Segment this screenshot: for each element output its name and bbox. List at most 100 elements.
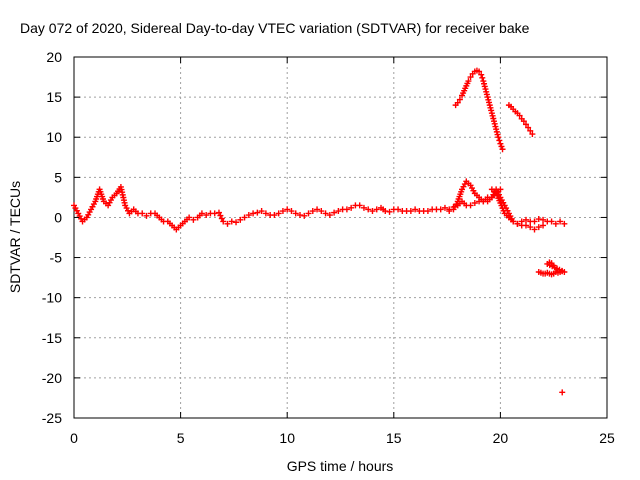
data-point: [233, 219, 240, 226]
data-point: [540, 216, 547, 223]
data-point: [531, 226, 538, 233]
data-point: [250, 210, 257, 217]
y-tick-label: 5: [54, 169, 62, 185]
data-point: [301, 212, 308, 219]
data-point: [322, 210, 329, 217]
data-point: [496, 137, 503, 144]
data-point: [456, 96, 463, 103]
y-tick-label: -10: [42, 290, 62, 306]
grid: [74, 57, 607, 418]
data-point: [356, 202, 363, 209]
data-point: [326, 212, 333, 219]
data-point: [479, 74, 486, 81]
data-point: [360, 204, 367, 211]
data-point: [220, 218, 227, 225]
data-point: [386, 208, 393, 215]
data-point: [305, 210, 312, 217]
data-point: [292, 210, 299, 217]
data-point: [535, 216, 542, 223]
series-main-band: [71, 183, 568, 233]
data-point: [520, 118, 527, 125]
data-point: [241, 214, 248, 221]
data-point: [186, 214, 193, 221]
data-point: [258, 208, 265, 215]
data-point: [365, 206, 372, 213]
y-tick-label: 0: [54, 209, 62, 225]
data-point: [190, 216, 197, 223]
data-point: [498, 143, 505, 150]
series-arc-mid: [505, 102, 536, 138]
series-arc-high: [452, 67, 506, 153]
data-point: [535, 224, 542, 231]
data-point: [211, 210, 218, 217]
data-point: [139, 210, 146, 217]
data-point: [314, 206, 321, 213]
y-tick-label: 10: [46, 129, 62, 145]
y-tick-label: -20: [42, 370, 62, 386]
data-point: [412, 206, 419, 213]
y-tick-labels: -25 -20 -15 -10 -5 0 5 10 15 20: [42, 49, 62, 426]
x-tick-labels: 0 5 10 15 20 25: [70, 430, 615, 446]
data-point: [454, 99, 461, 106]
ticks: [73, 56, 608, 419]
x-tick-label: 20: [493, 430, 509, 446]
x-axis-label: GPS time / hours: [287, 458, 394, 474]
data-point: [407, 208, 414, 215]
data-point: [271, 212, 278, 219]
series-lower-branch: [488, 186, 547, 233]
data-point: [245, 212, 252, 219]
data-point: [348, 204, 355, 211]
y-tick-label: 15: [46, 89, 62, 105]
data-point: [529, 131, 536, 138]
data-point: [561, 220, 568, 227]
data-point: [559, 389, 566, 396]
data-point: [395, 206, 402, 213]
data-point: [296, 212, 303, 219]
data-point: [522, 216, 529, 223]
data-point: [476, 68, 483, 75]
data-point: [143, 212, 150, 219]
chart-title: Day 072 of 2020, Sidereal Day-to-day VTE…: [20, 20, 530, 36]
data-point: [203, 212, 210, 219]
data-point: [279, 208, 286, 215]
data-point: [262, 210, 269, 217]
data-point: [424, 208, 431, 215]
data-point: [514, 220, 521, 227]
data-point: [531, 218, 538, 225]
data-point: [224, 220, 231, 227]
data-point: [557, 218, 564, 225]
data-point: [254, 209, 261, 216]
data-point: [467, 202, 474, 209]
data-point: [441, 204, 448, 211]
data-point: [309, 208, 316, 215]
data-point: [228, 218, 235, 225]
x-tick-label: 10: [279, 430, 295, 446]
plot-frame: [73, 56, 608, 419]
data-point: [540, 222, 547, 229]
data-point: [525, 124, 532, 131]
data-point: [331, 209, 338, 216]
data-point: [369, 208, 376, 215]
data-point: [527, 127, 534, 134]
y-tick-label: 20: [46, 49, 62, 65]
data-point: [522, 222, 529, 229]
x-tick-label: 5: [177, 430, 185, 446]
data-point: [548, 218, 555, 225]
data-point: [382, 208, 389, 215]
data-point: [471, 200, 478, 207]
data-point: [495, 134, 502, 141]
y-axis-label: SDTVAR / TECUs: [7, 181, 23, 293]
series-outlier: [559, 389, 566, 396]
y-tick-label: -25: [42, 410, 62, 426]
data-points: [71, 67, 568, 396]
data-point: [284, 206, 291, 213]
data-point: [373, 206, 380, 213]
data-point: [550, 262, 557, 269]
y-tick-label: -5: [50, 250, 63, 266]
data-point: [552, 220, 559, 227]
data-point: [510, 218, 517, 225]
data-point: [275, 210, 282, 217]
data-point: [198, 210, 205, 217]
data-point: [467, 74, 474, 81]
